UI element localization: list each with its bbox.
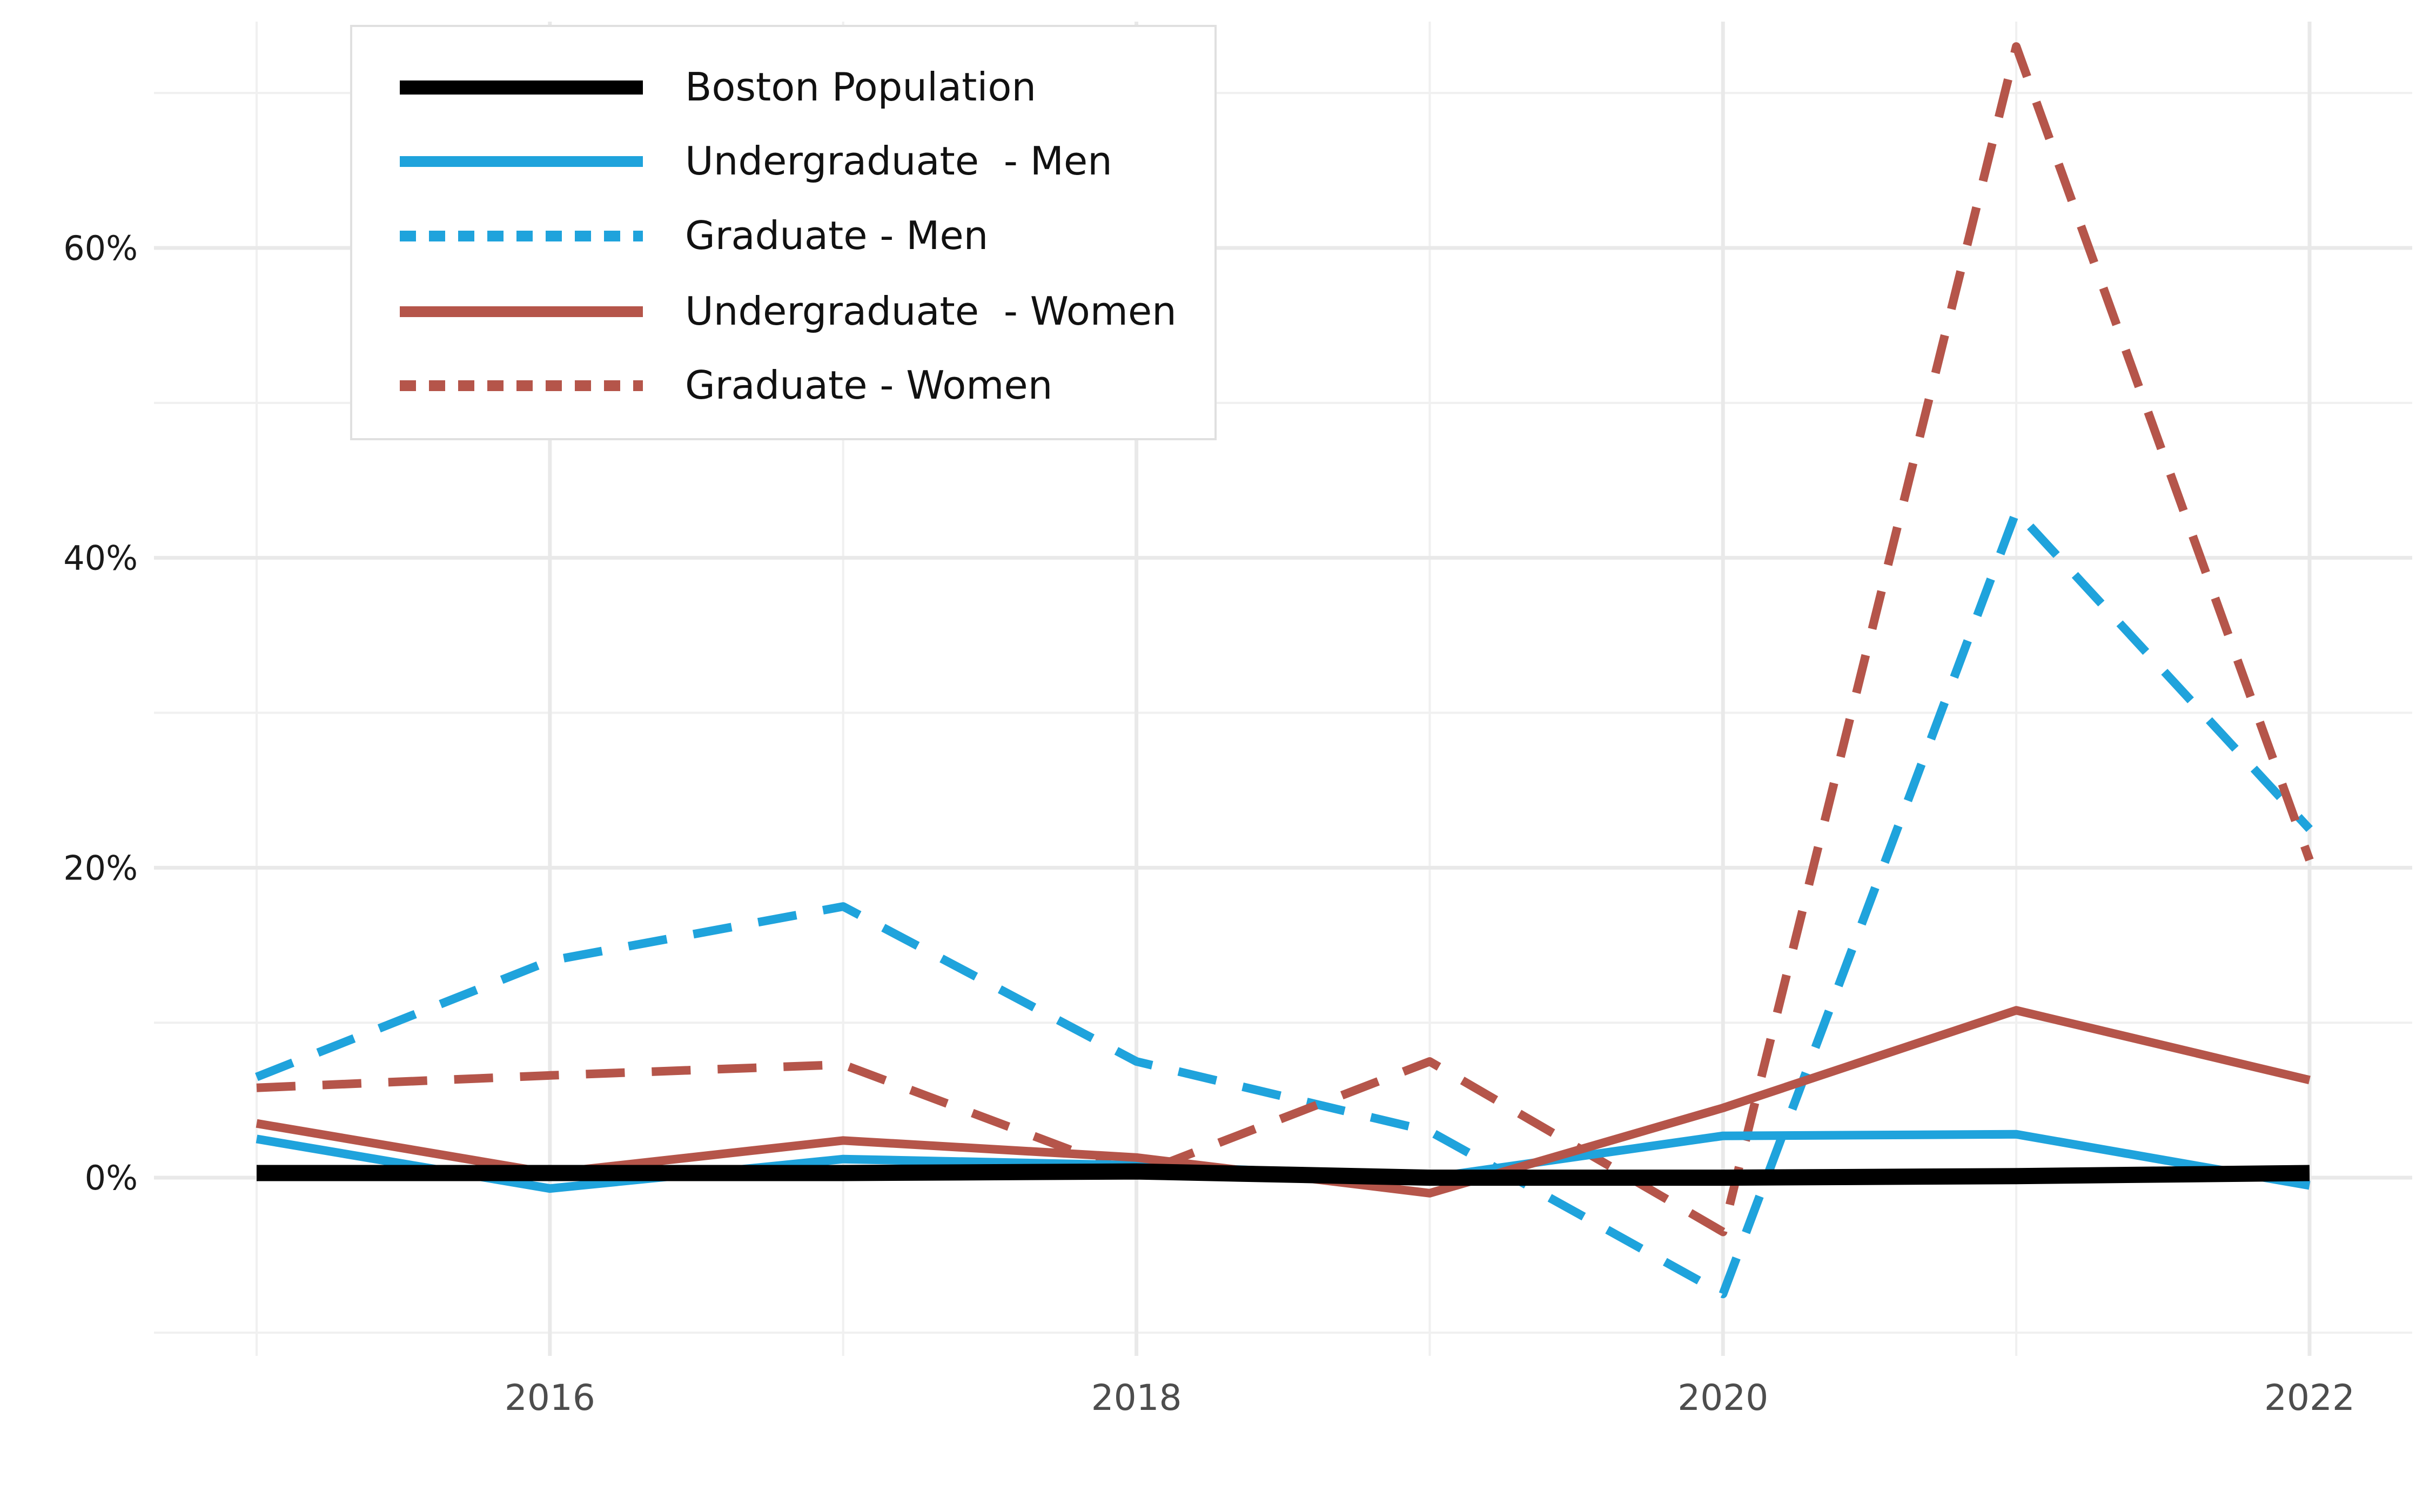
legend-label: Undergraduate - Men [685, 138, 1112, 184]
series-line-graduate-men [255, 507, 2313, 1299]
legend-label: Graduate - Women [685, 362, 1052, 408]
legend: Boston Population Undergraduate - Men Grad… [350, 25, 1217, 440]
y-tick-label: 0% [85, 1158, 138, 1198]
series-line-boston-population [257, 1163, 2310, 1186]
x-tick-label: 2016 [505, 1377, 595, 1419]
x-axis: 2016 2018 2020 2022 [505, 1377, 2355, 1419]
y-axis: 0% 20% 40% 60% [63, 229, 138, 1198]
y-tick-label: 40% [63, 539, 138, 578]
series-line-graduate-women [256, 42, 2314, 1237]
legend-label: Graduate - Men [685, 213, 988, 258]
y-tick-label: 60% [63, 229, 138, 268]
legend-label: Boston Population [685, 64, 1036, 110]
legend-label: Undergraduate - Women [685, 288, 1177, 334]
y-tick-label: 20% [63, 848, 138, 888]
series-lines [255, 42, 2314, 1299]
x-tick-label: 2020 [1677, 1377, 1768, 1419]
x-tick-label: 2018 [1091, 1377, 1182, 1419]
x-tick-label: 2022 [2264, 1377, 2355, 1419]
